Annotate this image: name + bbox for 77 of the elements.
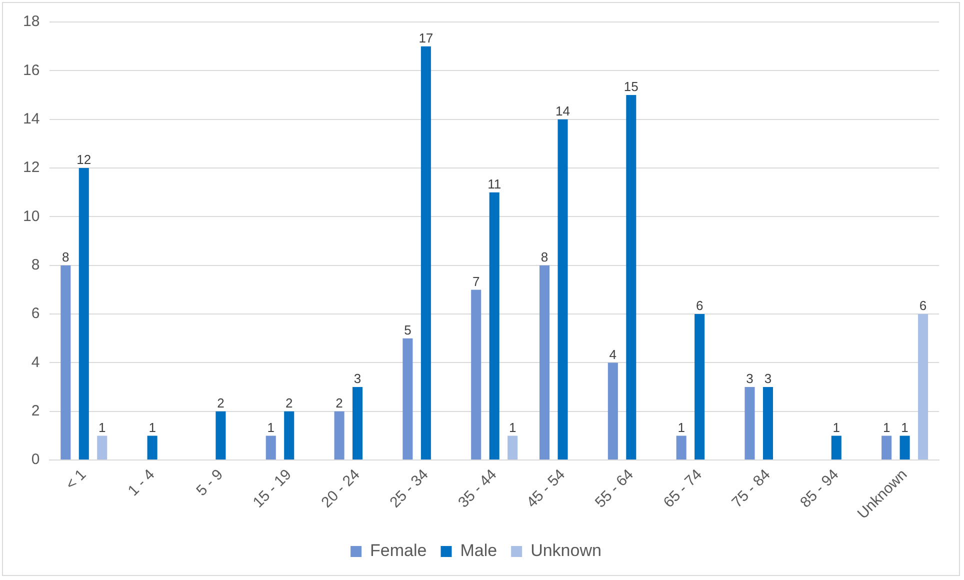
data-label: 8: [540, 249, 548, 264]
bar: [626, 95, 636, 460]
bar: [558, 119, 568, 460]
bar: [78, 168, 89, 460]
bar: [147, 436, 158, 460]
data-label: 6: [696, 298, 704, 314]
legend-label: Unknown: [530, 541, 602, 560]
bar: [420, 46, 431, 460]
bar: [471, 290, 482, 460]
y-tick-label: 8: [31, 256, 40, 274]
data-label: 1: [148, 420, 156, 435]
bar: [334, 411, 344, 460]
data-label: 1: [882, 420, 890, 435]
y-tick-label: 0: [31, 451, 40, 468]
y-tick-label: 4: [31, 354, 40, 371]
bar: [539, 265, 550, 460]
bar: [762, 387, 773, 460]
x-tick-label: 45 - 54: [523, 466, 569, 512]
data-label: 7: [472, 274, 480, 289]
y-tick-label: 12: [22, 159, 40, 176]
data-label: 15: [624, 79, 638, 94]
data-label: 1: [832, 420, 840, 435]
data-label: 17: [418, 30, 434, 46]
data-label: 1: [508, 420, 516, 435]
data-label: 1: [98, 420, 106, 435]
x-tick-label: 25 - 34: [386, 466, 432, 512]
data-label: 3: [746, 371, 754, 386]
x-tick-label: 65 - 74: [660, 466, 706, 512]
legend-label: Female: [370, 541, 427, 560]
bar: [352, 387, 363, 460]
bar: [900, 436, 910, 460]
data-label: 2: [336, 395, 343, 410]
x-tick-label: 15 - 19: [250, 466, 295, 512]
x-tick-label: 20 - 24: [318, 466, 364, 512]
bar: [60, 265, 71, 460]
x-tick-label: 35 - 44: [455, 466, 500, 512]
x-tick-label: < 1: [62, 466, 90, 494]
bar: [266, 436, 276, 460]
data-label: 1: [267, 420, 274, 435]
data-label: 14: [556, 103, 570, 118]
bar: [489, 192, 500, 460]
bar: [676, 436, 686, 460]
bar: [284, 411, 294, 460]
y-tick-label: 18: [22, 13, 40, 30]
data-label: 5: [404, 322, 412, 338]
bar: [744, 387, 755, 460]
data-label: 2: [217, 395, 224, 410]
data-label: 3: [354, 371, 362, 386]
bar: [882, 436, 892, 460]
y-tick-label: 2: [31, 402, 40, 420]
y-tick-label: 6: [31, 305, 40, 322]
y-tick-label: 10: [22, 208, 40, 225]
y-tick-label: 16: [22, 62, 40, 79]
data-label: 3: [764, 371, 772, 386]
bar: [694, 314, 705, 460]
bar: [918, 314, 928, 460]
legend-label: Male: [460, 541, 498, 560]
y-tick-label: 14: [22, 110, 40, 128]
bar: [508, 436, 518, 460]
x-tick-label: 55 - 64: [592, 466, 637, 512]
bar: [608, 362, 618, 460]
data-label: 11: [488, 176, 502, 192]
x-tick-label: 75 - 84: [728, 466, 774, 512]
data-label: 1: [678, 420, 685, 435]
data-label: 2: [286, 395, 293, 410]
bar: [216, 411, 226, 460]
bar: [97, 436, 108, 460]
data-label: 8: [62, 249, 70, 264]
x-tick-label: 1 - 4: [124, 466, 158, 500]
data-label: 1: [901, 420, 908, 435]
x-tick-label: 85 - 94: [797, 466, 842, 512]
data-label: 4: [609, 346, 617, 362]
bar: [402, 338, 413, 460]
x-tick-label: 5 - 9: [193, 466, 226, 500]
bar: [831, 436, 842, 460]
data-label: 6: [919, 298, 927, 314]
data-label: 12: [76, 152, 92, 168]
